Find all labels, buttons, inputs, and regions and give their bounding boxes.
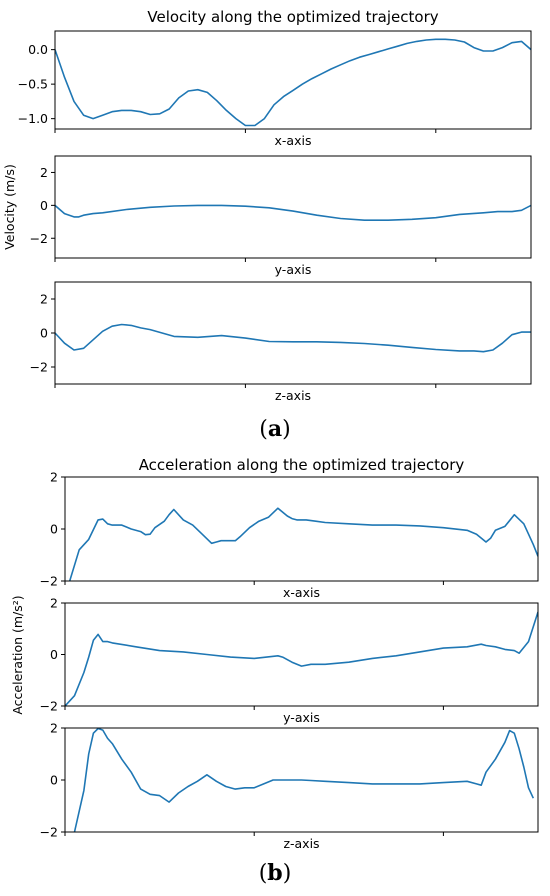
chart-0-subplot-2-ytick-label-2: −2 bbox=[30, 360, 48, 375]
chart-0-subplot-0: 0.0 −0.5 −1.0 x-axis bbox=[18, 30, 532, 148]
chart-1-subplot-1-ytick-label-0: 2 bbox=[50, 596, 58, 611]
chart-0-subplot-1-series-line-0 bbox=[55, 204, 531, 221]
chart-1-subplot-0-frame bbox=[64, 476, 539, 582]
chart-0-subplot-2-ytick-label-0: 2 bbox=[40, 292, 48, 307]
chart-0-title: Velocity along the optimized trajectory bbox=[147, 8, 438, 26]
chart-1-subplot-0: 2 0 −2 x-axis bbox=[40, 470, 539, 600]
chart-0-subplot-2: 2 0 −2 z-axis bbox=[30, 281, 532, 403]
chart-0-subplot-1: 2 0 −2 y-axis bbox=[30, 155, 532, 277]
chart-1-subplot-2-ytick-label-1: 0 bbox=[50, 773, 58, 788]
chart-1-subplot-0-xlabel: x-axis bbox=[283, 585, 320, 600]
chart-1-subplot-1-ytick-label-2: −2 bbox=[40, 699, 58, 714]
chart-0-subplot-1-ytick-label-1: 0 bbox=[40, 198, 48, 213]
chart-1-subplot-1-ytick-label-1: 0 bbox=[50, 647, 58, 662]
chart-0-subplot-1-xlabel: y-axis bbox=[275, 262, 312, 277]
chart-1-title: Acceleration along the optimized traject… bbox=[139, 456, 465, 474]
chart-0-subplot-0-ytick-label-0: 0.0 bbox=[28, 42, 48, 57]
chart-1-subplot-1-frame bbox=[64, 602, 539, 707]
chart-0-subplot-2-xlabel: z-axis bbox=[275, 388, 311, 403]
chart-1-subplot-2: 2 0 −2 z-axis bbox=[40, 721, 539, 851]
chart-1-subplot-1-series-line-0 bbox=[65, 611, 538, 706]
chart-1-subplot-1: 2 0 −2 y-axis bbox=[40, 596, 539, 725]
chart-1-subplot-0-ytick-label-1: 0 bbox=[50, 522, 58, 537]
chart-1-subplot-0-ytick-label-0: 2 bbox=[50, 470, 58, 485]
chart-0-subplot-1-ytick-label-0: 2 bbox=[40, 165, 48, 180]
chart-1-subplot-0-ytick-label-2: −2 bbox=[40, 574, 58, 589]
chart-1-subplot-2-ytick-label-2: −2 bbox=[40, 825, 58, 840]
chart-0-ylabel: Velocity (m/s) bbox=[2, 164, 17, 250]
chart-0-subplot-0-xlabel: x-axis bbox=[275, 133, 312, 148]
chart-0-subplot-1-frame bbox=[54, 155, 532, 259]
chart-1-subplot-2-frame bbox=[64, 727, 539, 833]
chart-0-subplot-0-series-line-0 bbox=[55, 38, 531, 127]
chart-1-subplot-0-series-line-0 bbox=[68, 507, 538, 581]
panel-a-label: (a) bbox=[259, 416, 291, 442]
chart-0-subplot-0-frame bbox=[54, 30, 532, 130]
panel-a-letter: a bbox=[267, 416, 283, 442]
chart-1-subplot-2-xlabel: z-axis bbox=[283, 836, 319, 851]
chart-1-subplot-2-ytick-label-0: 2 bbox=[50, 721, 58, 736]
chart-1-subplot-2-series-line-0 bbox=[73, 728, 535, 832]
panel-b-label: (b) bbox=[258, 860, 292, 886]
panel-b-letter: b bbox=[267, 860, 283, 886]
chart-1-subplot-1-xlabel: y-axis bbox=[283, 710, 320, 725]
chart-1-ylabel: Acceleration (m/s²) bbox=[10, 595, 25, 714]
chart-0-subplot-0-ytick-label-1: −0.5 bbox=[18, 77, 48, 92]
chart-0-subplot-2-frame bbox=[54, 281, 532, 385]
chart-0-subplot-0-ytick-label-2: −1.0 bbox=[18, 111, 48, 126]
chart-0-subplot-1-ytick-label-2: −2 bbox=[30, 231, 48, 246]
chart-0-subplot-2-series-line-0 bbox=[55, 323, 531, 353]
chart-0-subplot-2-ytick-label-1: 0 bbox=[40, 326, 48, 341]
